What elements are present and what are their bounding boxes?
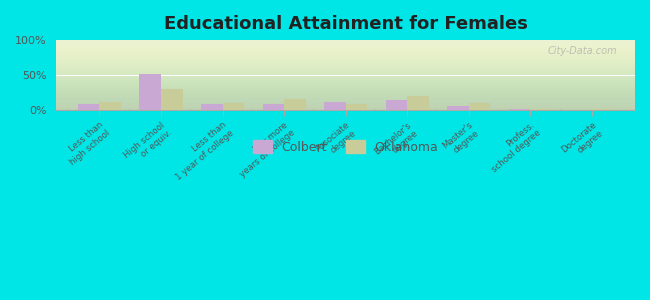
Legend: Colbert, Oklahoma: Colbert, Oklahoma [253, 140, 438, 154]
Bar [346, 103, 367, 110]
Bar [509, 109, 530, 110]
Bar [447, 106, 469, 110]
Bar [385, 100, 408, 110]
Bar [161, 89, 183, 110]
Bar [78, 104, 99, 110]
Text: City-Data.com: City-Data.com [548, 46, 617, 56]
Bar [263, 103, 284, 110]
Bar [324, 102, 346, 110]
Bar [592, 109, 614, 110]
Bar [201, 104, 222, 110]
Bar [530, 109, 552, 110]
Bar [222, 103, 244, 110]
Bar [284, 99, 306, 110]
Bar [140, 74, 161, 110]
Bar [408, 96, 429, 110]
Bar [469, 103, 490, 110]
Bar [99, 102, 121, 110]
Title: Educational Attainment for Females: Educational Attainment for Females [164, 15, 528, 33]
